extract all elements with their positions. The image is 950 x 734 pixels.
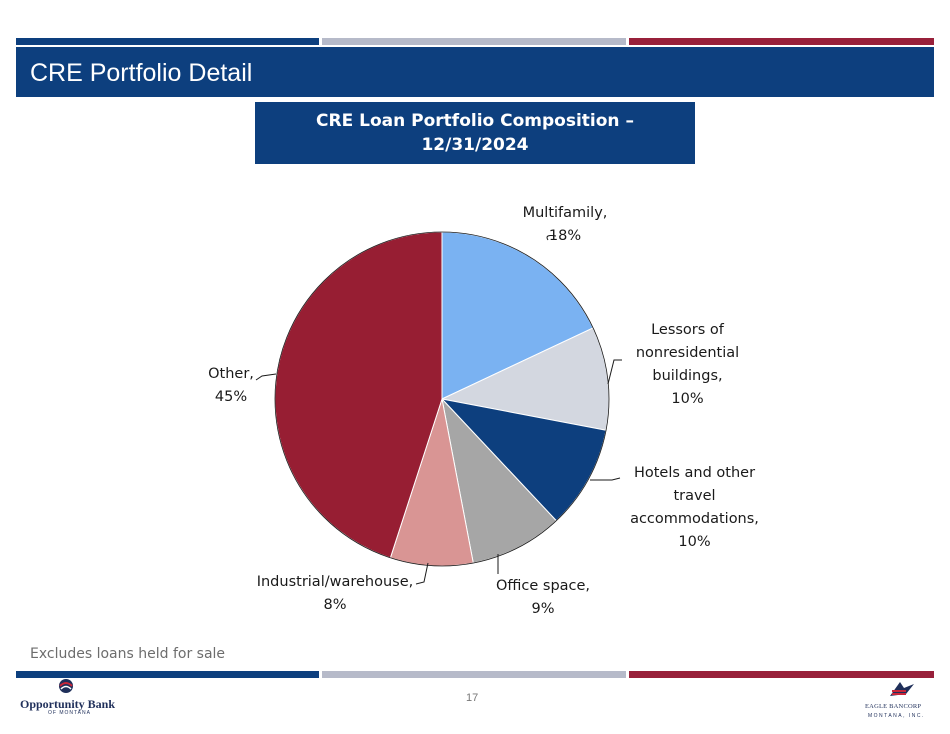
eagle-bancorp-sub: MONTANA, INC. (868, 713, 925, 719)
leader-other (255, 373, 277, 381)
label-hotels-line1: Hotels and other (633, 465, 756, 481)
eagle-bancorp-name: EAGLE BANCORP (865, 703, 922, 710)
leader-multifamily (546, 235, 557, 241)
label-multifamily-line1: Multifamily, (522, 205, 608, 221)
label-hotels-line3: accommodations, (630, 511, 759, 527)
top-stripe-red (629, 38, 934, 45)
label-industrial: Industrial/warehouse, 8% (245, 571, 425, 617)
label-lessors-line1: Lessors of (651, 322, 724, 338)
leader-industrial (415, 562, 429, 585)
label-lessors: Lessors of nonresidential buildings, 10% (625, 319, 750, 411)
label-hotels: Hotels and other travel accommodations, … (622, 462, 767, 554)
title-bar: CRE Portfolio Detail (16, 47, 934, 97)
page-number: 17 (466, 692, 479, 704)
label-office: Office space, 9% (488, 575, 598, 621)
label-industrial-line1: Industrial/warehouse, (256, 574, 414, 590)
label-office-line2: 9% (531, 601, 555, 617)
label-hotels-line4: 10% (678, 534, 711, 550)
top-stripe-navy (16, 38, 319, 45)
opportunity-bank-sub: OF MONTANA (48, 710, 91, 716)
leader-hotels (590, 477, 621, 481)
bottom-stripe-gray (322, 671, 626, 678)
label-lessors-line2: nonresidential (635, 345, 740, 361)
pie-outline (274, 231, 610, 567)
label-lessors-line3: buildings, (652, 368, 723, 384)
label-industrial-line2: 8% (323, 597, 347, 613)
label-hotels-line2: travel (673, 488, 716, 504)
label-multifamily-line2: 18% (548, 228, 582, 244)
opportunity-bank-logo-icon (59, 679, 73, 693)
chart-header-line2: 12/31/2024 (421, 135, 529, 155)
opportunity-bank-name: Opportunity Bank (20, 697, 116, 711)
label-other-line1: Other, (208, 366, 254, 382)
label-other-line2: 45% (214, 389, 248, 405)
label-lessors-line4: 10% (671, 391, 704, 407)
footnote: Excludes loans held for sale (30, 646, 226, 662)
eagle-bancorp-logo-icon (890, 682, 914, 696)
chart-header: CRE Loan Portfolio Composition – 12/31/2… (255, 102, 695, 164)
label-multifamily: Multifamily, 18% (510, 202, 620, 248)
chart-header-line1: CRE Loan Portfolio Composition – (316, 111, 634, 131)
label-office-line1: Office space, (495, 578, 591, 594)
leader-lessors (607, 359, 622, 385)
top-stripe-gray (322, 38, 626, 45)
page-title: CRE Portfolio Detail (30, 59, 253, 87)
bottom-stripe-red (629, 671, 934, 678)
bottom-stripe-navy (16, 671, 319, 678)
label-other: Other, 45% (196, 363, 266, 409)
